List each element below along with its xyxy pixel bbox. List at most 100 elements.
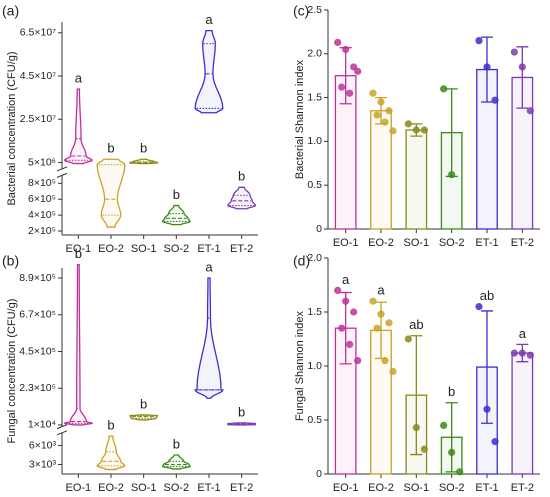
y-axis-label: Bacterial concentration (CFU/g): [6, 51, 18, 205]
data-point: [510, 48, 518, 56]
x-tick-label: EO-2: [368, 237, 394, 249]
panel-label: (b): [2, 253, 19, 269]
data-point: [491, 438, 499, 446]
x-tick-label: ET-2: [511, 237, 534, 249]
y-tick-label: 2.0: [307, 252, 322, 264]
data-point: [404, 335, 412, 343]
x-tick-label: EO-1: [65, 482, 91, 494]
bar: [405, 129, 428, 230]
bar: [511, 352, 534, 475]
significance-letter: b: [75, 246, 82, 261]
x-tick-label: ET-1: [197, 482, 220, 494]
y-tick-label: 3×10³: [29, 458, 57, 470]
y-tick-label: 5×10⁶: [28, 156, 56, 168]
y-tick-label: 2.5×10⁷: [20, 113, 56, 125]
y-tick-label: 6×10⁵: [28, 193, 56, 205]
data-point: [412, 126, 420, 134]
data-point: [334, 38, 342, 47]
significance-letter: a: [75, 70, 83, 85]
y-axis-label: Fungal concentration (CFU/g): [6, 299, 18, 444]
data-point: [350, 308, 358, 316]
data-point: [475, 37, 483, 45]
significance-letter: ab: [480, 288, 494, 303]
x-tick-label: EO-1: [333, 237, 359, 249]
data-point: [381, 357, 389, 365]
data-point: [448, 448, 456, 456]
y-tick-label: 2.0: [307, 48, 322, 60]
significance-letter: ab: [409, 317, 423, 332]
significance-letter: a: [519, 326, 527, 341]
y-tick-label: 6.5×10⁷: [20, 27, 56, 39]
x-tick-label: EO-1: [333, 482, 359, 494]
y-tick-label: 2.5: [307, 4, 322, 16]
y-tick-label: 0: [316, 468, 322, 480]
y-tick-label: 2.3×10⁵: [19, 382, 56, 394]
x-tick-label: ET-2: [230, 243, 253, 255]
data-point: [389, 127, 397, 135]
data-point: [526, 107, 534, 115]
x-tick-label: SO-2: [163, 482, 189, 494]
y-tick-label: 1×10⁴: [28, 419, 56, 431]
bar: [370, 110, 392, 230]
data-point: [369, 89, 377, 97]
data-point: [420, 445, 428, 453]
data-point: [518, 63, 526, 71]
data-point: [510, 349, 518, 357]
panel-label: (d): [293, 253, 310, 269]
significance-letter: b: [238, 404, 245, 419]
x-tick-label: SO-2: [163, 243, 189, 255]
y-tick-label: 4.5×10⁵: [19, 345, 56, 357]
y-axis-label: Fungal Shannon index: [294, 310, 306, 421]
significance-letter: b: [140, 396, 147, 411]
error-bar: [481, 310, 493, 424]
significance-letter: a: [377, 283, 385, 298]
y-tick-label: 6.7×10⁵: [19, 309, 56, 321]
violin: [194, 29, 224, 114]
violin: [161, 454, 191, 470]
x-tick-label: ET-2: [511, 482, 534, 494]
x-tick-label: SO-2: [439, 482, 465, 494]
y-tick-label: 0.5: [307, 179, 322, 191]
violin: [96, 435, 126, 471]
error-bar: [445, 402, 458, 473]
x-tick-label: EO-2: [368, 482, 394, 494]
significance-letter: b: [107, 417, 114, 432]
data-point: [412, 423, 420, 432]
data-point: [354, 67, 362, 75]
data-point: [526, 351, 534, 359]
y-tick-label: 1.0: [307, 135, 322, 147]
data-point: [491, 96, 499, 104]
error-bar: [410, 335, 423, 456]
data-point: [385, 319, 393, 327]
significance-letter: b: [173, 436, 180, 451]
data-point: [377, 310, 385, 318]
y-tick-label: 1.5: [307, 306, 322, 318]
significance-letter: a: [342, 272, 350, 287]
violin: [194, 277, 224, 399]
error-bar: [516, 46, 529, 109]
data-point: [518, 349, 526, 357]
data-point: [483, 405, 491, 413]
y-tick-label: 0: [316, 223, 322, 235]
data-point: [385, 107, 393, 115]
x-tick-label: SO-1: [131, 482, 157, 494]
significance-letter: b: [448, 384, 455, 399]
x-tick-label: EO-2: [98, 243, 124, 255]
violin: [161, 204, 191, 226]
data-point: [483, 63, 491, 71]
significance-letter: b: [173, 187, 180, 202]
axis-break: [56, 424, 68, 436]
violin: [227, 186, 257, 210]
data-point: [346, 89, 354, 97]
y-tick-label: 8.9×10⁵: [19, 272, 56, 284]
y-tick-label: 6×10³: [29, 439, 57, 451]
data-point: [475, 303, 483, 311]
data-point: [456, 468, 464, 476]
y-tick-label: 1.0: [307, 360, 322, 372]
significance-letter: b: [107, 141, 114, 156]
significance-letter: b: [140, 141, 147, 156]
data-point: [369, 297, 377, 305]
data-point: [342, 297, 350, 305]
axis-break: [56, 166, 68, 178]
x-tick-label: ET-1: [197, 243, 220, 255]
